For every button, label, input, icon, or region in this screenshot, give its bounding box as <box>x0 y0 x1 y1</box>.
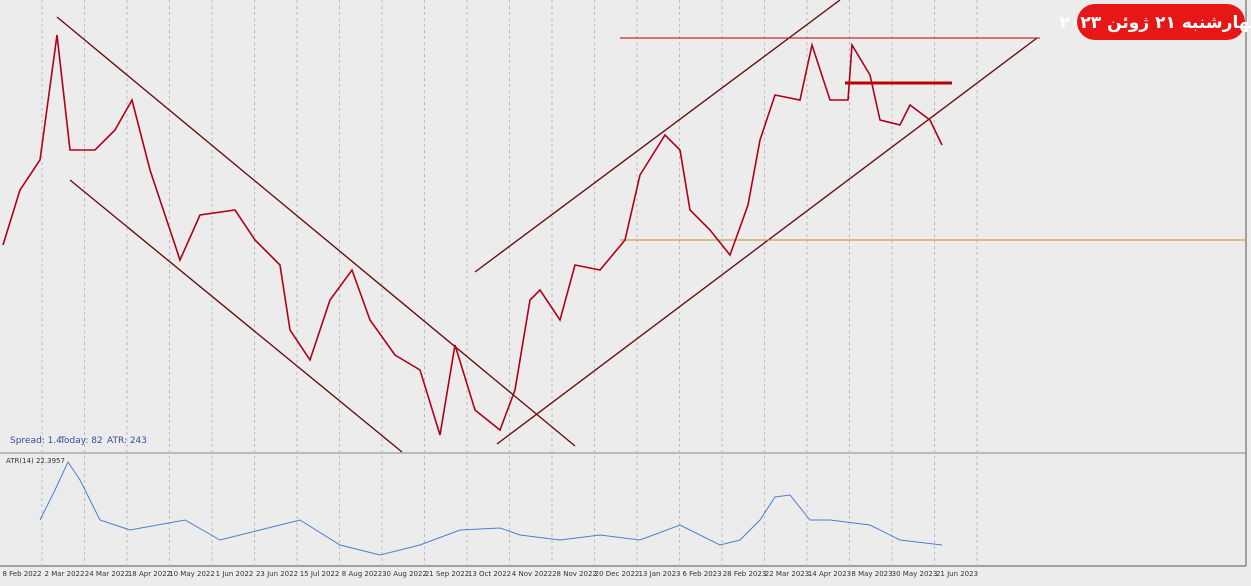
grid <box>41 0 978 566</box>
date-label: 24 Mar 2022 <box>85 570 129 578</box>
spread-info: Spread: 1.4 <box>10 436 62 446</box>
date-label: 8 May 2023 <box>851 570 892 578</box>
date-label: 18 Apr 2022 <box>128 570 171 578</box>
date-label: 21 Jun 2023 <box>936 570 978 578</box>
date-label: 13 Jan 2023 <box>639 570 681 578</box>
date-label: 10 May 2022 <box>169 570 215 578</box>
date-label: 23 Jun 2022 <box>256 570 298 578</box>
date-label: 1 Jun 2022 <box>216 570 254 578</box>
date-label: 30 May 2023 <box>892 570 938 578</box>
date-label: 4 Nov 2022 <box>512 570 552 578</box>
date-label: 15 Jul 2022 <box>300 570 340 578</box>
date-label: 6 Feb 2023 <box>682 570 721 578</box>
main-pane <box>0 0 1246 452</box>
date-label: 22 Mar 2023 <box>765 570 809 578</box>
date-banner-bg <box>1077 4 1245 40</box>
date-label: 30 Aug 2022 <box>382 570 427 578</box>
date-banner: چهارشنبه ۲۱ ژوئن ۲۰۲۳ <box>1060 13 1251 33</box>
date-label: 13 Oct 2022 <box>468 570 511 578</box>
indicator-label: ATR(14) 22.3957 <box>6 457 65 465</box>
date-label: 2 Mar 2022 <box>45 570 85 578</box>
channels <box>56 0 1038 453</box>
date-label: 14 Apr 2023 <box>808 570 851 578</box>
price <box>2 34 943 436</box>
date-label: 8 Aug 2022 <box>342 570 382 578</box>
atr-line <box>39 460 943 556</box>
date-label: 28 Nov 2022 <box>552 570 597 578</box>
today-info: Today: 82 <box>59 436 103 446</box>
date-label: 20 Dec 2022 <box>595 570 640 578</box>
date-label: 21 Sep 2022 <box>425 570 469 578</box>
date-label: 28 Feb 2023 <box>723 570 767 578</box>
date-label: 8 Feb 2022 <box>2 570 41 578</box>
atr-info: ATR: 243 <box>107 436 147 446</box>
